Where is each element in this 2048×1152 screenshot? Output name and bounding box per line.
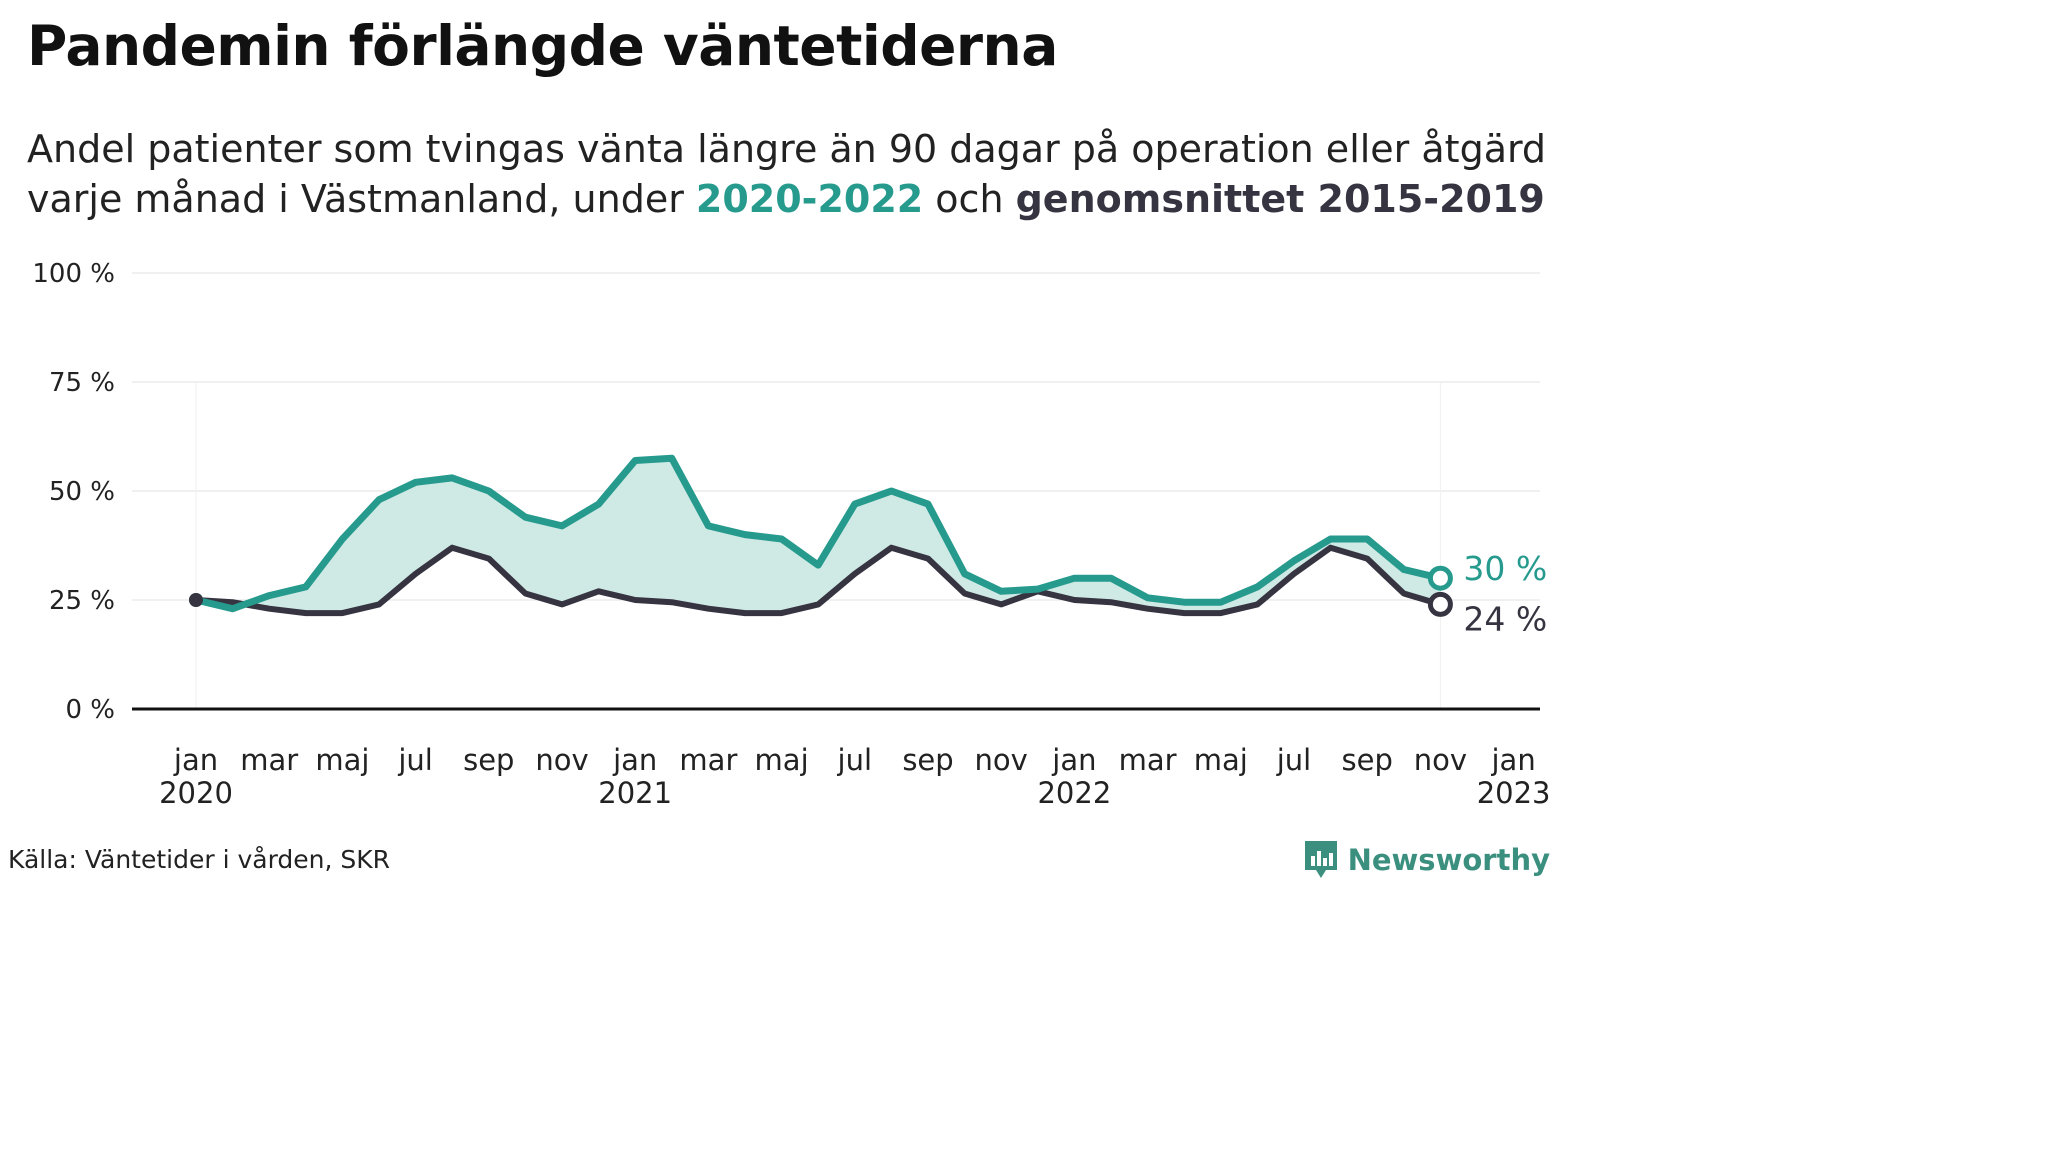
source-note: Källa: Väntetider i vården, SKR: [8, 845, 391, 874]
x-tick-year-label: 2023: [1477, 776, 1551, 810]
brand-logo: Newsworthy: [1302, 838, 1550, 882]
x-tick-label: maj: [315, 743, 369, 777]
subtitle-line-1: Andel patienter som tvingas vänta längre…: [27, 127, 1547, 171]
x-tick-label: nov: [975, 743, 1028, 777]
x-tick-label: mar: [240, 743, 298, 777]
x-tick-label: jan: [612, 743, 657, 777]
y-tick-label: 100 %: [32, 259, 115, 289]
y-tick-label: 0 %: [65, 695, 115, 725]
x-tick-label: nov: [1414, 743, 1467, 777]
x-tick-year-label: 2022: [1037, 776, 1111, 810]
end-point-marker: [1427, 591, 1453, 617]
x-tick-year-label: 2020: [159, 776, 233, 810]
x-tick-label: nov: [535, 743, 588, 777]
end-point-marker: [1427, 565, 1453, 591]
subtitle-line-2: varje månad i Västmanland, under 2020-20…: [27, 174, 1546, 224]
start-point: [189, 593, 203, 607]
end-value-label: 30 %: [1463, 549, 1547, 588]
x-tick-label: jan: [1051, 743, 1096, 777]
legend-average-period: genomsnittet 2015-2019: [1015, 177, 1545, 221]
x-tick-label: mar: [679, 743, 737, 777]
series-line-current: [192, 454, 1444, 613]
brand-name: Newsworthy: [1347, 843, 1550, 877]
x-tick-label: sep: [1342, 743, 1393, 777]
x-tick-label: jan: [173, 743, 218, 777]
legend-current-period: 2020-2022: [695, 177, 924, 221]
x-tick-label: maj: [1194, 743, 1248, 777]
end-value-label: 24 %: [1463, 599, 1547, 638]
subtitle-prefix: varje månad i Västmanland, under: [27, 177, 696, 221]
chart-title: Pandemin förlängde väntetiderna: [27, 14, 1058, 78]
y-tick-label: 75 %: [49, 368, 115, 398]
y-tick-label: 25 %: [49, 586, 115, 616]
series-line-average: [193, 544, 1444, 617]
x-tick-label: sep: [902, 743, 953, 777]
newsworthy-logo-icon: [1304, 841, 1337, 878]
x-tick-label: jul: [837, 743, 873, 777]
chart-subtitle: Andel patienter som tvingas vänta längre…: [27, 124, 1546, 224]
y-tick-label: 50 %: [49, 477, 115, 507]
x-tick-label: maj: [755, 743, 809, 777]
x-tick-label: jul: [1276, 743, 1312, 777]
subtitle-connector: och: [923, 177, 1016, 221]
x-tick-label: jan: [1490, 743, 1535, 777]
x-tick-label: mar: [1119, 743, 1177, 777]
x-tick-label: sep: [463, 743, 514, 777]
x-tick-year-label: 2021: [598, 776, 672, 810]
x-tick-label: jul: [397, 743, 433, 777]
